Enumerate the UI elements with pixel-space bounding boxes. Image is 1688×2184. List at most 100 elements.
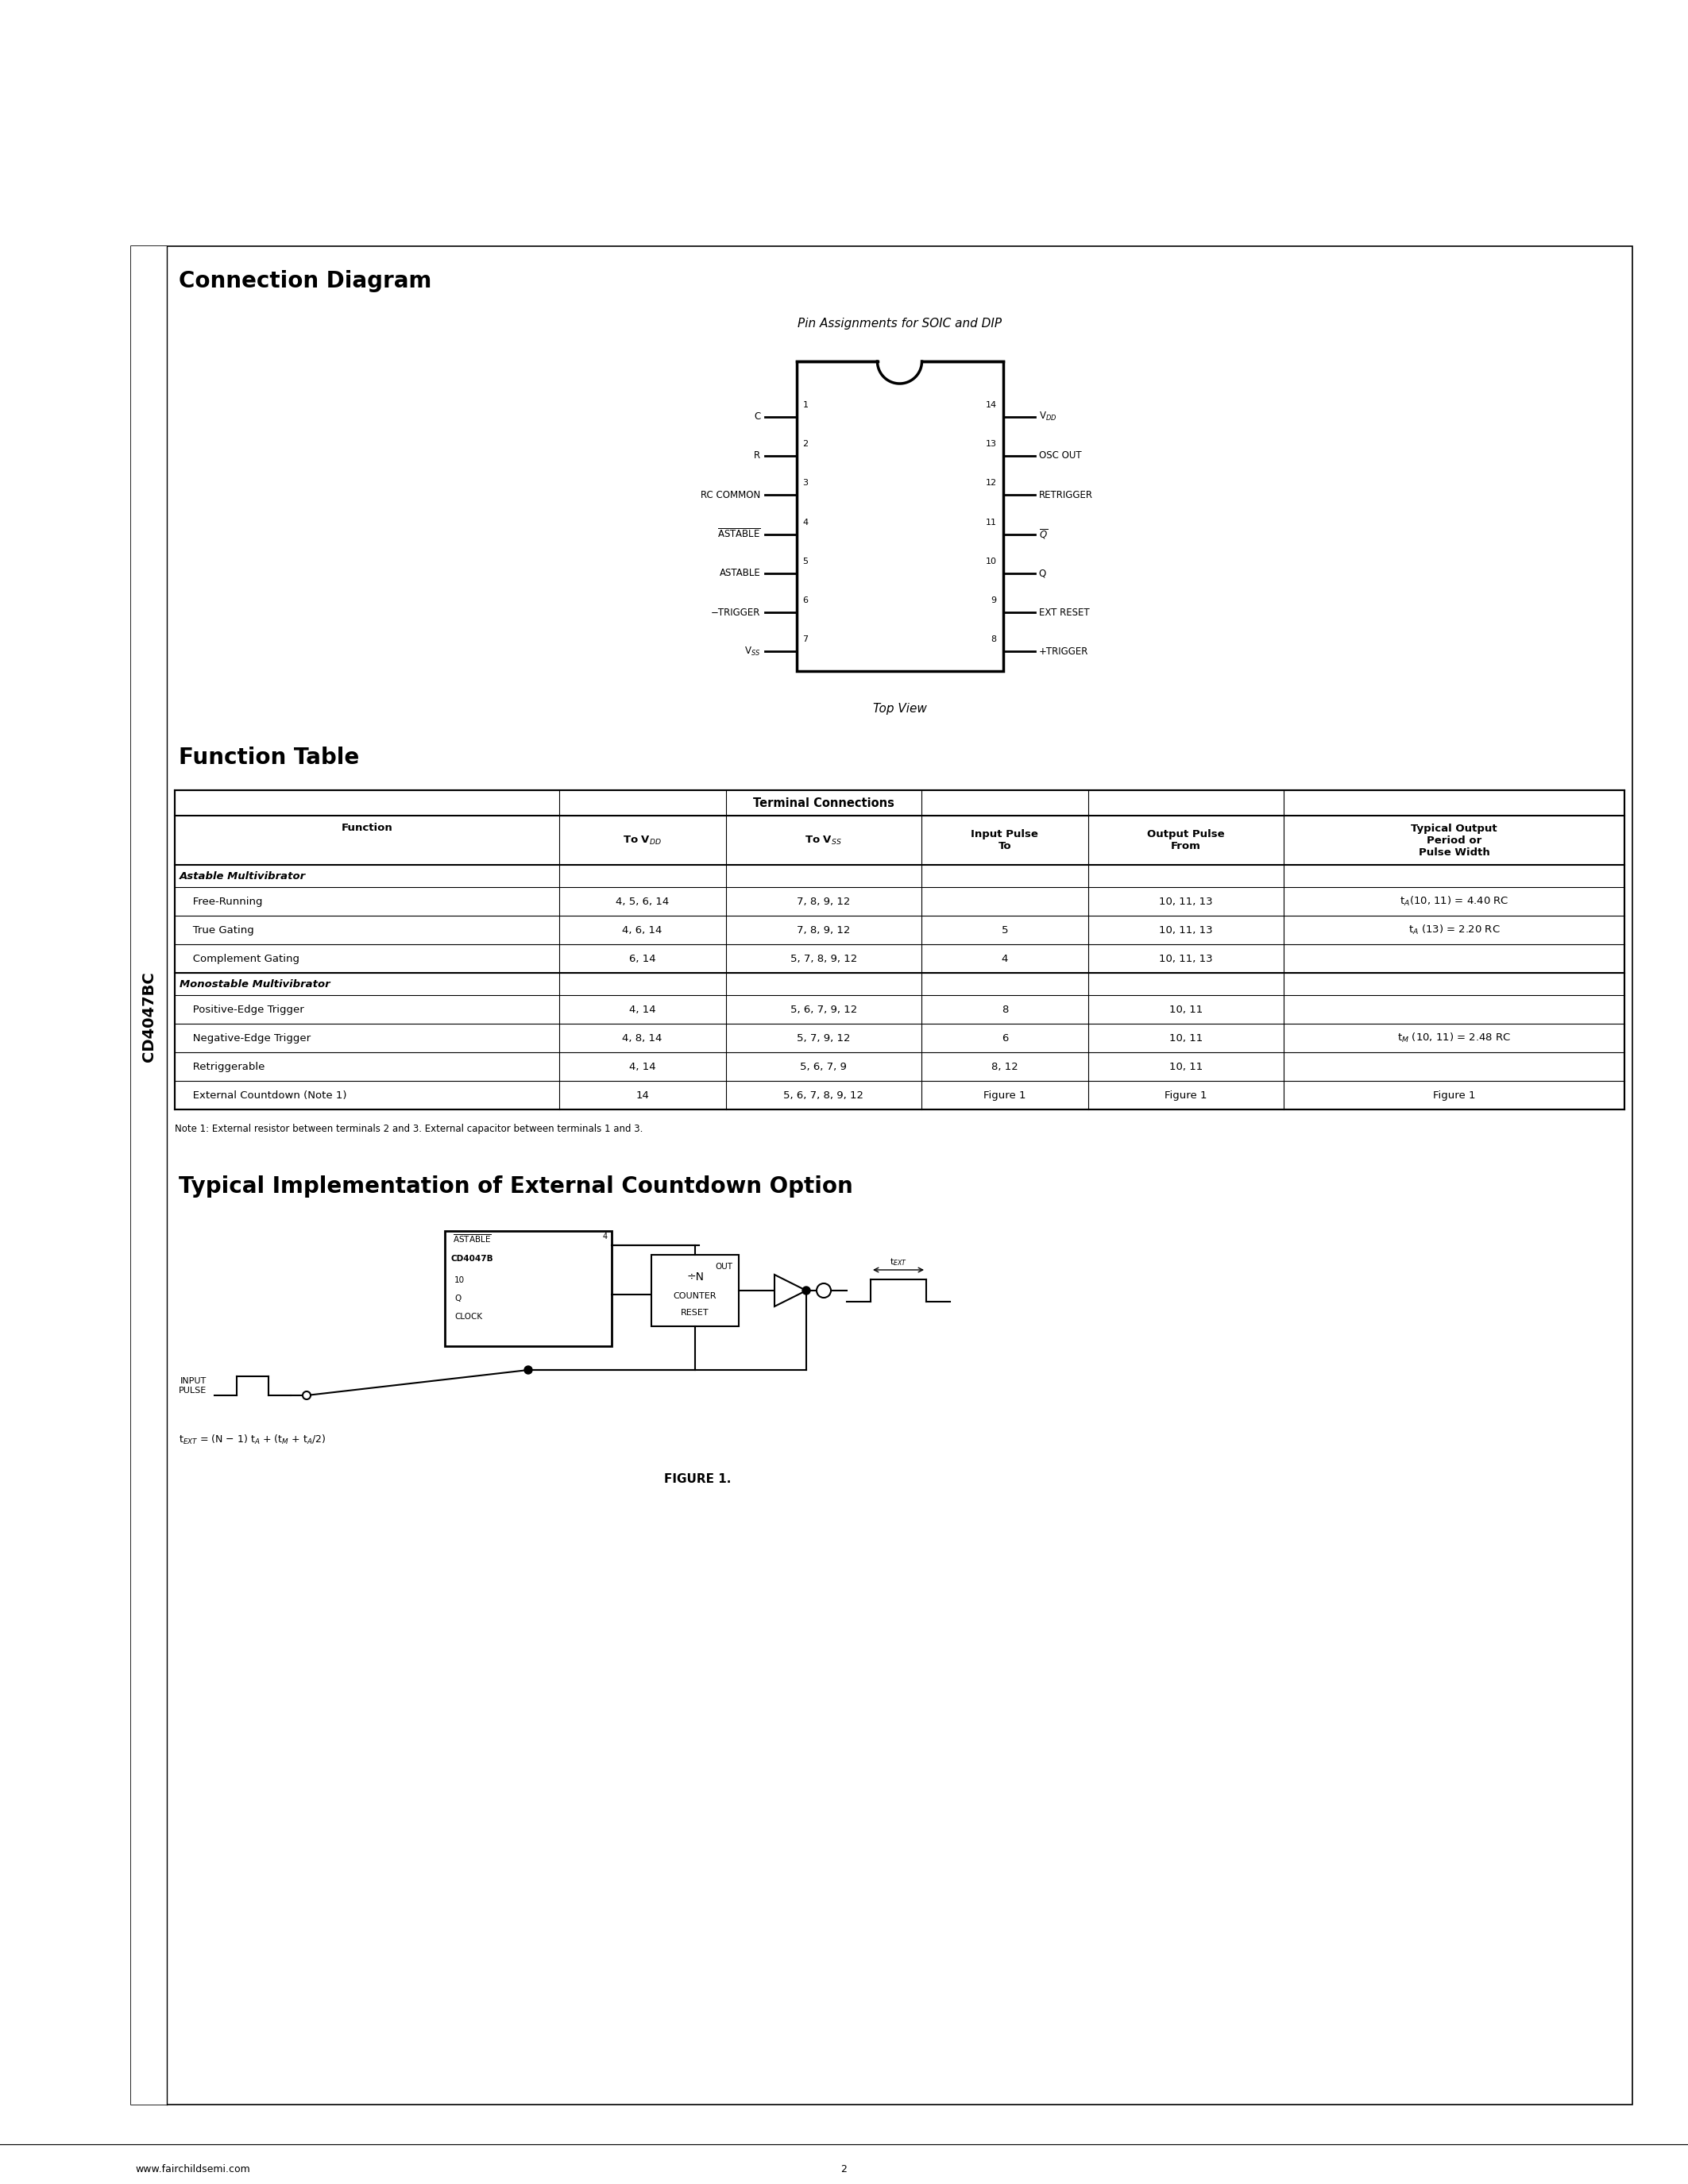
Text: External Countdown (Note 1): External Countdown (Note 1) [182, 1090, 346, 1101]
Text: 10: 10 [986, 557, 996, 566]
Text: 2: 2 [841, 2164, 847, 2175]
Text: OUT: OUT [716, 1262, 733, 1271]
Text: 7, 8, 9, 12: 7, 8, 9, 12 [797, 895, 851, 906]
Text: t$_A$(10, 11) = 4.40 RC: t$_A$(10, 11) = 4.40 RC [1399, 895, 1509, 909]
Text: 9: 9 [991, 596, 996, 605]
Text: 5: 5 [1001, 924, 1008, 935]
Text: V$_{DD}$: V$_{DD}$ [1038, 411, 1057, 424]
Text: 7: 7 [803, 636, 809, 644]
Text: 5, 7, 8, 9, 12: 5, 7, 8, 9, 12 [790, 954, 858, 963]
Text: ÷N: ÷N [687, 1271, 704, 1282]
Text: 8: 8 [1001, 1005, 1008, 1016]
Text: Retriggerable: Retriggerable [182, 1061, 265, 1072]
Text: COUNTER: COUNTER [674, 1293, 717, 1299]
Text: Free-Running: Free-Running [182, 895, 263, 906]
Text: 3: 3 [803, 478, 809, 487]
Text: CLOCK: CLOCK [454, 1313, 483, 1321]
Text: Typical Implementation of External Countdown Option: Typical Implementation of External Count… [179, 1175, 852, 1197]
Bar [132, 247, 167, 2105]
Text: RETRIGGER: RETRIGGER [1038, 489, 1092, 500]
Text: 10, 11: 10, 11 [1170, 1061, 1202, 1072]
Text: Function: Function [341, 823, 393, 832]
Text: Figure 1: Figure 1 [1433, 1090, 1475, 1101]
Text: 4: 4 [803, 518, 809, 526]
Text: 6: 6 [803, 596, 809, 605]
Bar [797, 360, 1003, 670]
Text: 4: 4 [1001, 954, 1008, 963]
Text: +TRIGGER: +TRIGGER [1038, 646, 1089, 657]
Text: To V$_{SS}$: To V$_{SS}$ [805, 834, 842, 845]
Text: Typical Output
Period or
Pulse Width: Typical Output Period or Pulse Width [1411, 823, 1497, 858]
Text: 4, 8, 14: 4, 8, 14 [623, 1033, 662, 1044]
Text: 5, 6, 7, 9: 5, 6, 7, 9 [800, 1061, 847, 1072]
Text: 11: 11 [986, 518, 996, 526]
Text: t$_{EXT}$ = (N − 1) t$_A$ + (t$_M$ + t$_A$/2): t$_{EXT}$ = (N − 1) t$_A$ + (t$_M$ + t$_… [179, 1433, 326, 1446]
Text: Input Pulse
To: Input Pulse To [971, 830, 1038, 852]
Text: −TRIGGER: −TRIGGER [711, 607, 761, 618]
Text: To V$_{DD}$: To V$_{DD}$ [623, 834, 662, 845]
Text: 4, 5, 6, 14: 4, 5, 6, 14 [616, 895, 668, 906]
Text: EXT RESET: EXT RESET [1038, 607, 1089, 618]
Bar [176, 791, 1624, 1109]
Text: CD4047B: CD4047B [451, 1256, 495, 1262]
Text: 13: 13 [986, 439, 996, 448]
Text: INPUT
PULSE: INPUT PULSE [179, 1378, 206, 1393]
Text: Complement Gating: Complement Gating [182, 954, 299, 963]
Text: 5, 6, 7, 8, 9, 12: 5, 6, 7, 8, 9, 12 [783, 1090, 864, 1101]
Text: Monostable Multivibrator: Monostable Multivibrator [179, 978, 331, 989]
Text: Terminal Connections: Terminal Connections [753, 797, 895, 808]
Text: t$_A$ (13) = 2.20 RC: t$_A$ (13) = 2.20 RC [1408, 924, 1501, 937]
Text: Negative-Edge Trigger: Negative-Edge Trigger [182, 1033, 311, 1044]
Polygon shape [775, 1275, 807, 1306]
Text: RESET: RESET [680, 1308, 709, 1317]
Text: 4, 14: 4, 14 [630, 1005, 655, 1016]
Text: V$_{SS}$: V$_{SS}$ [744, 646, 761, 657]
Text: 10, 11: 10, 11 [1170, 1005, 1202, 1016]
Text: 12: 12 [986, 478, 996, 487]
Text: Figure 1: Figure 1 [984, 1090, 1026, 1101]
Text: 5, 6, 7, 9, 12: 5, 6, 7, 9, 12 [790, 1005, 858, 1016]
Text: 14: 14 [636, 1090, 648, 1101]
Text: t$_{EXT}$: t$_{EXT}$ [890, 1256, 906, 1267]
Text: t$_M$ (10, 11) = 2.48 RC: t$_M$ (10, 11) = 2.48 RC [1398, 1031, 1511, 1044]
Text: 7, 8, 9, 12: 7, 8, 9, 12 [797, 924, 851, 935]
Text: 2: 2 [803, 439, 809, 448]
Text: 5, 7, 9, 12: 5, 7, 9, 12 [797, 1033, 851, 1044]
Text: CD4047BC: CD4047BC [142, 972, 157, 1061]
Text: R: R [755, 450, 761, 461]
Text: 1: 1 [803, 402, 809, 408]
Text: 4, 14: 4, 14 [630, 1061, 655, 1072]
Text: FIGURE 1.: FIGURE 1. [663, 1474, 731, 1485]
Text: 10, 11: 10, 11 [1170, 1033, 1202, 1044]
Text: $\overline{\rm ASTABLE}$: $\overline{\rm ASTABLE}$ [717, 529, 761, 539]
Circle shape [802, 1286, 810, 1295]
Circle shape [302, 1391, 311, 1400]
Bar [132, 247, 1632, 2105]
Text: $\overline{Q}$: $\overline{Q}$ [1038, 529, 1048, 542]
Text: www.fairchildsemi.com: www.fairchildsemi.com [135, 2164, 250, 2175]
Text: Q: Q [454, 1295, 461, 1302]
Text: 4, 6, 14: 4, 6, 14 [623, 924, 662, 935]
Text: Figure 1: Figure 1 [1165, 1090, 1207, 1101]
Text: OSC OUT: OSC OUT [1038, 450, 1082, 461]
Text: 4: 4 [603, 1232, 608, 1241]
Bar [652, 1256, 739, 1326]
Text: 10, 11, 13: 10, 11, 13 [1160, 895, 1212, 906]
Text: Connection Diagram: Connection Diagram [179, 271, 432, 293]
Text: Pin Assignments for SOIC and DIP: Pin Assignments for SOIC and DIP [797, 317, 1001, 330]
Text: 8: 8 [991, 636, 996, 644]
Text: Q: Q [1038, 568, 1047, 579]
Text: 5: 5 [803, 557, 809, 566]
Text: Astable Multivibrator: Astable Multivibrator [179, 871, 306, 880]
Circle shape [817, 1284, 830, 1297]
Text: Positive-Edge Trigger: Positive-Edge Trigger [182, 1005, 304, 1016]
Text: 6: 6 [1001, 1033, 1008, 1044]
Text: 6, 14: 6, 14 [630, 954, 655, 963]
Text: $\overline{\rm ASTABLE}$: $\overline{\rm ASTABLE}$ [452, 1232, 491, 1245]
Text: 10, 11, 13: 10, 11, 13 [1160, 954, 1212, 963]
Text: Output Pulse
From: Output Pulse From [1148, 830, 1225, 852]
Text: True Gating: True Gating [182, 924, 253, 935]
Text: RC COMMON: RC COMMON [701, 489, 761, 500]
Text: 10: 10 [454, 1275, 464, 1284]
Text: 14: 14 [986, 402, 996, 408]
